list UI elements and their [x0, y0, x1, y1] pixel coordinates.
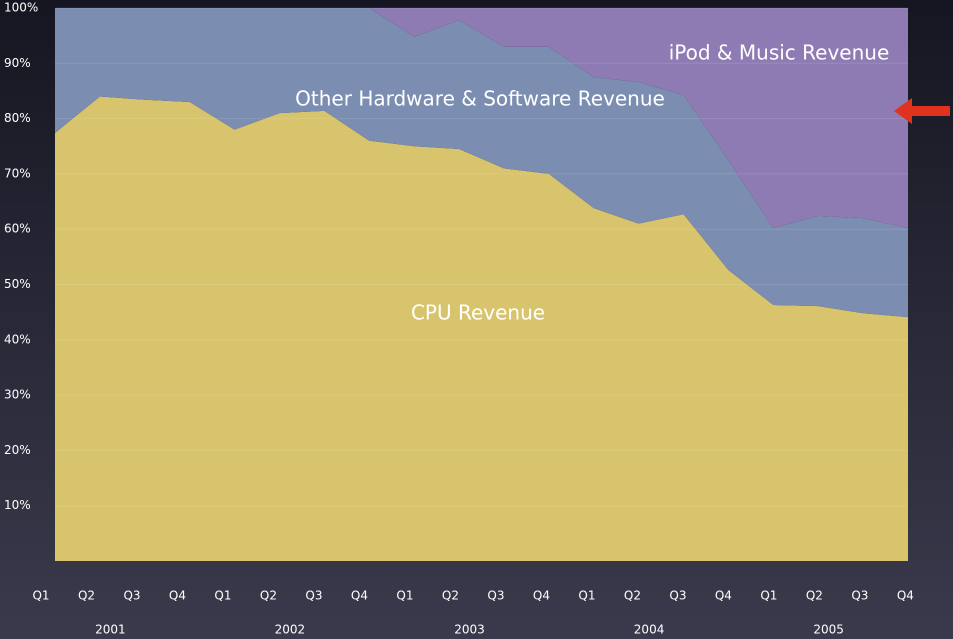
- x-tick-label: Q2: [442, 589, 459, 603]
- area: [55, 96, 908, 561]
- y-tick-label: 80%: [4, 111, 31, 125]
- plot-area: [55, 7, 908, 561]
- x-tick-label: Q2: [78, 589, 95, 603]
- x-tick-label: Q2: [260, 589, 277, 603]
- x-tick-label: Q4: [169, 589, 186, 603]
- x-group-label: 2005: [813, 623, 844, 637]
- y-tick-label: 100%: [4, 1, 38, 15]
- area: [55, 8, 908, 229]
- x-tick-label: Q4: [897, 589, 914, 603]
- x-tick-label: Q3: [123, 589, 140, 603]
- y-tick-label: 60%: [4, 222, 31, 236]
- x-tick-label: Q4: [533, 589, 550, 603]
- x-group-label: 2003: [454, 623, 485, 637]
- series-label: Other Hardware & Software Revenue: [295, 87, 665, 111]
- x-tick-label: Q1: [760, 589, 777, 603]
- x-tick-label: Q1: [32, 589, 49, 603]
- x-group-label: 2001: [95, 623, 126, 637]
- y-tick-label: 90%: [4, 56, 31, 70]
- x-tick-label: Q3: [487, 589, 504, 603]
- x-tick-label: Q3: [669, 589, 686, 603]
- area: [55, 8, 908, 318]
- y-tick-label: 20%: [4, 443, 31, 457]
- y-tick-label: 50%: [4, 277, 31, 291]
- x-tick-label: Q4: [715, 589, 732, 603]
- x-tick-label: Q1: [214, 589, 231, 603]
- y-tick-label: 70%: [4, 166, 31, 180]
- series-label: CPU Revenue: [411, 301, 545, 325]
- x-group-label: 2002: [275, 623, 306, 637]
- x-tick-label: Q3: [851, 589, 868, 603]
- x-tick-label: Q2: [806, 589, 823, 603]
- x-tick-label: Q4: [351, 589, 368, 603]
- arrow: [894, 98, 950, 124]
- y-tick-label: 10%: [4, 498, 31, 512]
- x-tick-label: Q1: [396, 589, 413, 603]
- series-label: iPod & Music Revenue: [669, 41, 890, 65]
- y-tick-label: 30%: [4, 388, 31, 402]
- x-group-label: 2004: [634, 623, 665, 637]
- x-tick-label: Q2: [624, 589, 641, 603]
- x-tick-label: Q3: [305, 589, 322, 603]
- y-tick-label: 40%: [4, 332, 31, 346]
- x-tick-label: Q1: [578, 589, 595, 603]
